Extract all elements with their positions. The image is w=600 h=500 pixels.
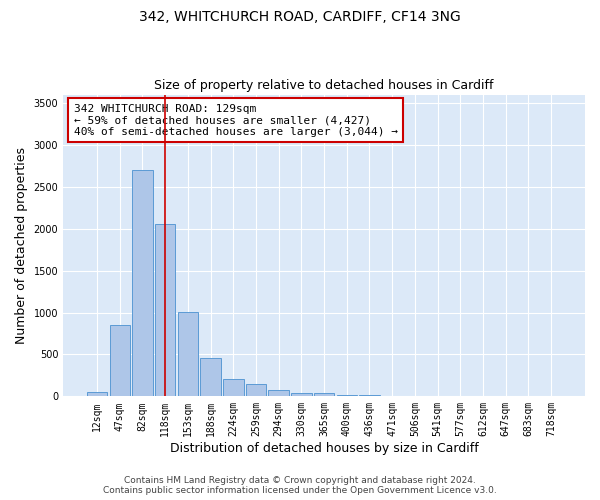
Text: Contains HM Land Registry data © Crown copyright and database right 2024.
Contai: Contains HM Land Registry data © Crown c… bbox=[103, 476, 497, 495]
Bar bbox=[87, 392, 107, 396]
Bar bbox=[314, 394, 334, 396]
Text: 342, WHITCHURCH ROAD, CARDIFF, CF14 3NG: 342, WHITCHURCH ROAD, CARDIFF, CF14 3NG bbox=[139, 10, 461, 24]
Text: 342 WHITCHURCH ROAD: 129sqm
← 59% of detached houses are smaller (4,427)
40% of : 342 WHITCHURCH ROAD: 129sqm ← 59% of det… bbox=[74, 104, 398, 137]
X-axis label: Distribution of detached houses by size in Cardiff: Distribution of detached houses by size … bbox=[170, 442, 478, 455]
Bar bbox=[291, 392, 311, 396]
Bar bbox=[178, 312, 198, 396]
Bar bbox=[200, 358, 221, 397]
Y-axis label: Number of detached properties: Number of detached properties bbox=[15, 147, 28, 344]
Bar bbox=[155, 224, 175, 396]
Bar bbox=[132, 170, 153, 396]
Bar bbox=[337, 394, 357, 396]
Bar bbox=[268, 390, 289, 396]
Title: Size of property relative to detached houses in Cardiff: Size of property relative to detached ho… bbox=[154, 79, 494, 92]
Bar bbox=[223, 379, 244, 396]
Bar bbox=[110, 325, 130, 396]
Bar bbox=[246, 384, 266, 396]
